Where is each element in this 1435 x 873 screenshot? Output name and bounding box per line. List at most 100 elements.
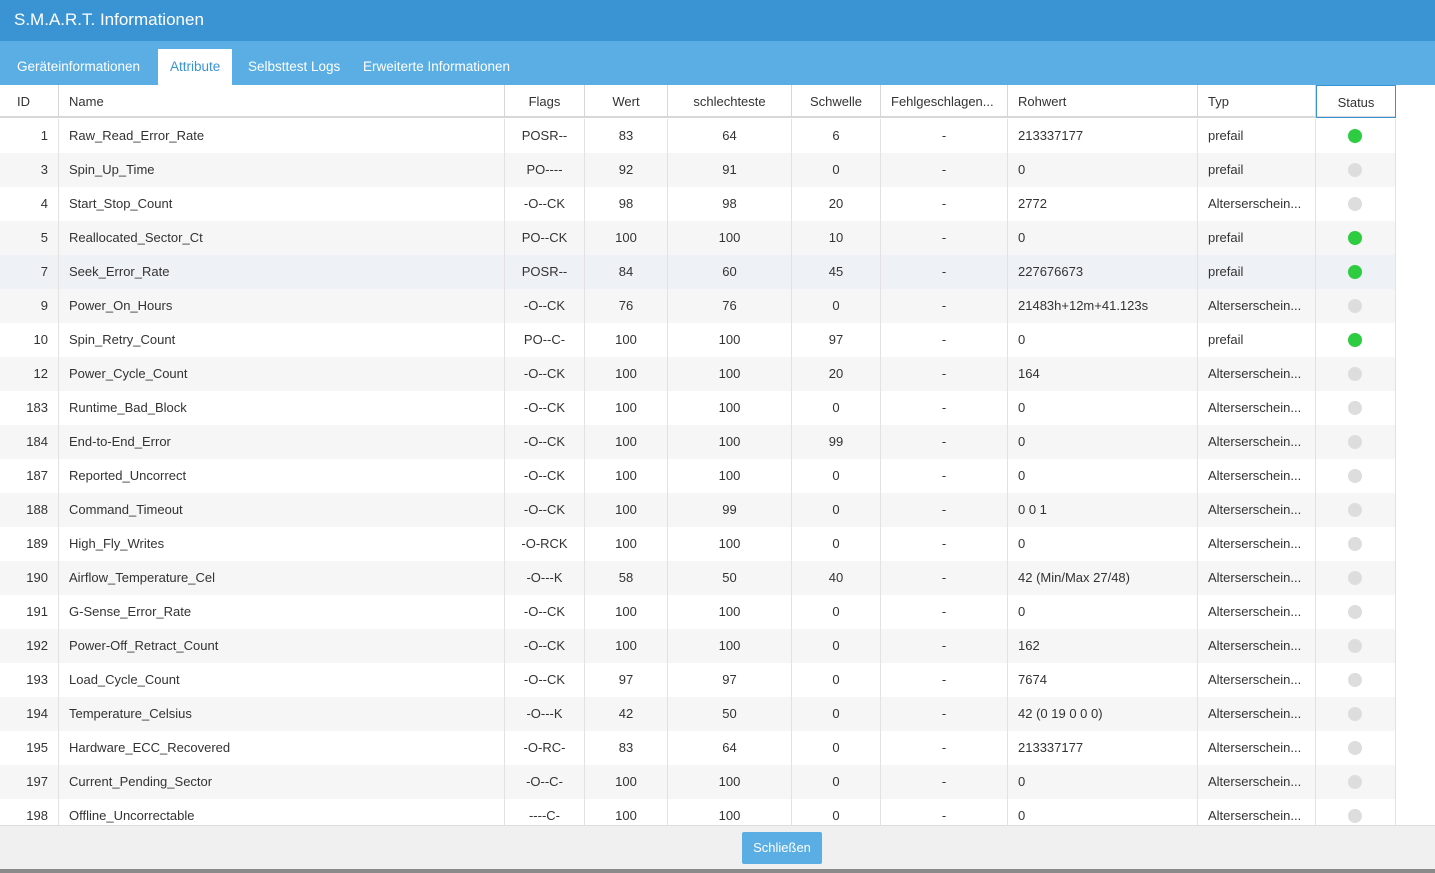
cell-schwelle: 0 <box>792 595 881 629</box>
cell-flags: PO---- <box>505 153 585 187</box>
cell-rohwert: 162 <box>1008 629 1198 663</box>
cell-fehlgeschlagen: - <box>881 595 1008 629</box>
cell-status <box>1316 425 1396 459</box>
tab-geraeteinformationen[interactable]: Geräteinformationen <box>17 59 141 74</box>
table-row[interactable]: 189 High_Fly_Writes -O-RCK 100 100 0-0 Alterse… <box>0 527 1396 561</box>
tab-attribute[interactable]: Attribute <box>158 49 233 85</box>
cell-status <box>1316 731 1396 765</box>
table-row[interactable]: 10 Spin_Retry_Count PO--C- 100 100 97-0 prefai… <box>0 323 1396 357</box>
cell-typ: Alterserschein... <box>1198 663 1316 697</box>
cell-schwelle: 40 <box>792 561 881 595</box>
cell-schlechteste: 100 <box>668 459 792 493</box>
cell-name: G-Sense_Error_Rate <box>59 595 505 629</box>
table-row[interactable]: 187 Reported_Uncorrect -O--CK 100 100 0-0 Alte… <box>0 459 1396 493</box>
table-row[interactable]: 183 Runtime_Bad_Block -O--CK 100 100 0-0 Alter… <box>0 391 1396 425</box>
table-row[interactable]: 5 Reallocated_Sector_Ct PO--CK 100 100 10-0 pr… <box>0 221 1396 255</box>
cell-status <box>1316 629 1396 663</box>
cell-schlechteste: 98 <box>668 187 792 221</box>
cell-typ: Alterserschein... <box>1198 357 1316 391</box>
column-header-wert[interactable]: Wert <box>585 85 668 118</box>
cell-typ: Alterserschein... <box>1198 527 1316 561</box>
attributes-table: ID Name Flags Wert schlechteste Schwelle… <box>0 85 1435 825</box>
cell-typ: Alterserschein... <box>1198 459 1316 493</box>
cell-schlechteste: 76 <box>668 289 792 323</box>
cell-status <box>1316 799 1396 825</box>
table-row[interactable]: 194 Temperature_Celsius -O---K 42 50 0-42 (0 … <box>0 697 1396 731</box>
status-indicator-icon <box>1348 367 1362 381</box>
cell-schwelle: 0 <box>792 629 881 663</box>
cell-wert: 100 <box>585 799 668 825</box>
table-row[interactable]: 192 Power-Off_Retract_Count -O--CK 100 100 0-… <box>0 629 1396 663</box>
table-row[interactable]: 7 Seek_Error_Rate POSR-- 84 60 45-227676673 pr… <box>0 255 1396 289</box>
cell-schwelle: 0 <box>792 799 881 825</box>
cell-name: Runtime_Bad_Block <box>59 391 505 425</box>
table-row[interactable]: 195 Hardware_ECC_Recovered -O-RC- 83 64 0-213… <box>0 731 1396 765</box>
column-header-schwelle[interactable]: Schwelle <box>792 85 881 118</box>
table-row[interactable]: 193 Load_Cycle_Count -O--CK 97 97 0-7674 Alter… <box>0 663 1396 697</box>
cell-wert: 58 <box>585 561 668 595</box>
cell-rohwert: 164 <box>1008 357 1198 391</box>
cell-schlechteste: 100 <box>668 357 792 391</box>
cell-id: 191 <box>0 595 59 629</box>
table-row[interactable]: 188 Command_Timeout -O--CK 100 99 0-0 0 1 Alte… <box>0 493 1396 527</box>
cell-flags: -O--CK <box>505 595 585 629</box>
cell-schwelle: 0 <box>792 289 881 323</box>
column-header-fehlgeschlagen[interactable]: Fehlgeschlagen... <box>881 85 1008 118</box>
table-row[interactable]: 184 End-to-End_Error -O--CK 100 100 99-0 Alter… <box>0 425 1396 459</box>
cell-id: 184 <box>0 425 59 459</box>
table-row[interactable]: 190 Airflow_Temperature_Cel -O---K 58 50 40-4… <box>0 561 1396 595</box>
cell-schwelle: 10 <box>792 221 881 255</box>
cell-id: 192 <box>0 629 59 663</box>
table-row[interactable]: 12 Power_Cycle_Count -O--CK 100 100 20-164 Alt… <box>0 357 1396 391</box>
column-header-flags[interactable]: Flags <box>505 85 585 118</box>
column-header-rohwert[interactable]: Rohwert <box>1008 85 1198 118</box>
cell-id: 5 <box>0 221 59 255</box>
table-header-row: ID Name Flags Wert schlechteste Schwelle… <box>0 85 1396 118</box>
status-indicator-icon <box>1348 299 1362 313</box>
table-row[interactable]: 198 Offline_Uncorrectable ----C- 100 100 0-0 A… <box>0 799 1396 825</box>
tab-bar: Geräteinformationen Attribute Selbsttest… <box>0 41 1435 85</box>
column-header-schlechteste[interactable]: schlechteste <box>668 85 792 118</box>
cell-fehlgeschlagen: - <box>881 697 1008 731</box>
cell-rohwert: 0 <box>1008 323 1198 357</box>
cell-rohwert: 0 0 1 <box>1008 493 1198 527</box>
cell-wert: 100 <box>585 391 668 425</box>
status-indicator-icon <box>1348 707 1362 721</box>
table-row[interactable]: 1 Raw_Read_Error_Rate POSR-- 83 64 6-21333717… <box>0 119 1396 153</box>
cell-rohwert: 42 (Min/Max 27/48) <box>1008 561 1198 595</box>
cell-fehlgeschlagen: - <box>881 425 1008 459</box>
status-indicator-icon <box>1348 163 1362 177</box>
dialog-titlebar: S.M.A.R.T. Informationen <box>0 0 1435 41</box>
column-header-typ[interactable]: Typ <box>1198 85 1316 118</box>
table-row[interactable]: 191 G-Sense_Error_Rate -O--CK 100 100 0-0 Alte… <box>0 595 1396 629</box>
cell-id: 12 <box>0 357 59 391</box>
cell-id: 187 <box>0 459 59 493</box>
column-header-name[interactable]: Name <box>59 85 505 118</box>
table-row[interactable]: 9 Power_On_Hours -O--CK 76 76 0-21483h+12m+41… <box>0 289 1396 323</box>
cell-rohwert: 0 <box>1008 799 1198 825</box>
cell-status <box>1316 595 1396 629</box>
cell-schwelle: 0 <box>792 527 881 561</box>
cell-id: 183 <box>0 391 59 425</box>
column-header-status[interactable]: Status <box>1316 85 1396 118</box>
column-header-id[interactable]: ID <box>0 85 59 118</box>
cell-wert: 83 <box>585 731 668 765</box>
cell-fehlgeschlagen: - <box>881 561 1008 595</box>
tab-erweiterte-informationen[interactable]: Erweiterte Informationen <box>363 59 511 74</box>
cell-fehlgeschlagen: - <box>881 289 1008 323</box>
cell-name: Power-Off_Retract_Count <box>59 629 505 663</box>
cell-wert: 92 <box>585 153 668 187</box>
table-row[interactable]: 3 Spin_Up_Time PO---- 92 91 0-0 prefail <box>0 153 1396 187</box>
cell-status <box>1316 119 1396 153</box>
tab-selbsttest-logs[interactable]: Selbsttest Logs <box>248 59 341 74</box>
cell-name: Seek_Error_Rate <box>59 255 505 289</box>
table-row[interactable]: 197 Current_Pending_Sector -O--C- 100 100 0-0… <box>0 765 1396 799</box>
close-button[interactable]: Schließen <box>742 832 822 864</box>
table-row[interactable]: 4 Start_Stop_Count -O--CK 98 98 20-2772 Alters… <box>0 187 1396 221</box>
cell-schwelle: 0 <box>792 459 881 493</box>
cell-id: 9 <box>0 289 59 323</box>
cell-typ: Alterserschein... <box>1198 561 1316 595</box>
cell-flags: -O---K <box>505 561 585 595</box>
cell-typ: Alterserschein... <box>1198 493 1316 527</box>
cell-flags: -O--CK <box>505 629 585 663</box>
